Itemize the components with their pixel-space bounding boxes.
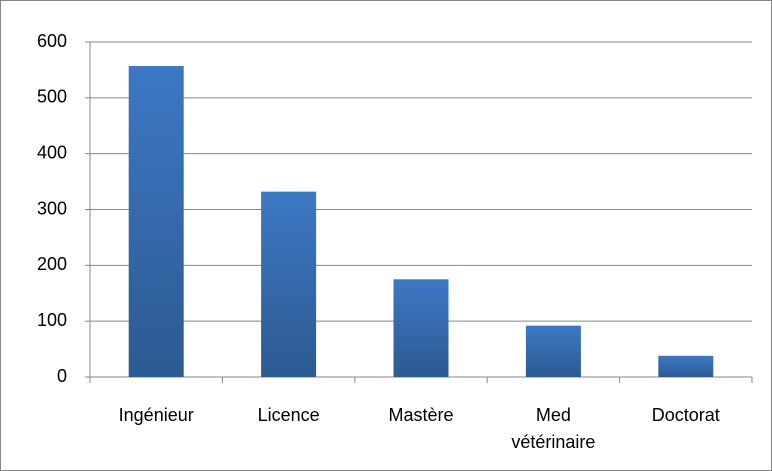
bar — [393, 279, 449, 377]
y-tick-label: 0 — [57, 366, 67, 386]
y-tick-label: 400 — [37, 142, 67, 162]
x-tick-label: Licence — [257, 405, 320, 425]
bar — [128, 66, 184, 377]
y-tick-label: 200 — [37, 254, 67, 274]
x-tick-label: Mastère — [388, 405, 454, 425]
x-tick-label: Med vétérinaire — [511, 405, 596, 452]
bar — [658, 355, 714, 377]
y-tick-label: 300 — [37, 198, 67, 218]
y-tick-label: 500 — [37, 87, 67, 107]
x-tick-label: Ingénieur — [118, 405, 194, 425]
bar — [525, 325, 581, 377]
bar — [261, 191, 317, 377]
y-tick-label: 100 — [37, 310, 67, 330]
y-tick-label: 600 — [37, 31, 67, 51]
x-tick-label: Doctorat — [651, 405, 720, 425]
